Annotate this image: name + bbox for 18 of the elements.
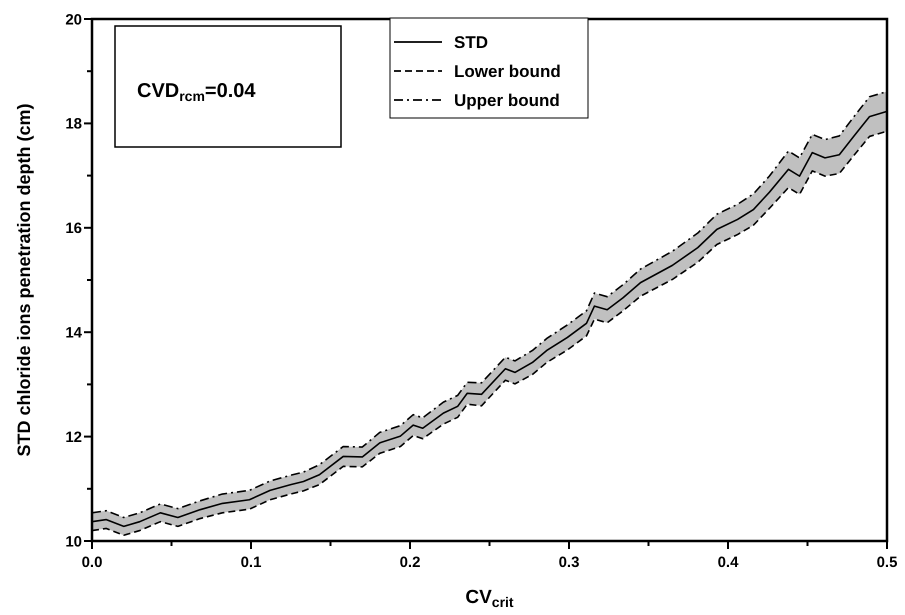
y-tick-label: 12 [65,428,82,446]
y-tick-label: 20 [65,11,82,28]
x-tick-label: 0.1 [240,554,262,571]
y-axis-title: STD chloride ions penetration depth (cm) [14,103,34,457]
x-tick-label: 0.0 [82,554,102,571]
x-tick-label: 0.4 [718,554,740,571]
legend-label: Upper bound [454,90,560,110]
legend-label: Lower bound [454,62,561,81]
x-axis-title: CV$_{crit}$ [465,587,514,610]
annotation: CVD$_{rcm}$=0.04 [137,80,256,104]
y-tick-label: 18 [65,116,82,133]
x-tick-label: 0.5 [876,554,898,571]
y-tick-label: 10 [65,533,82,550]
legend-label: STD [454,32,488,52]
x-tick-label: 0.2 [400,554,420,571]
x-tick-label: 0.3 [558,554,580,571]
y-tick-label: 16 [65,220,82,238]
y-tick-label: 14 [65,324,83,342]
